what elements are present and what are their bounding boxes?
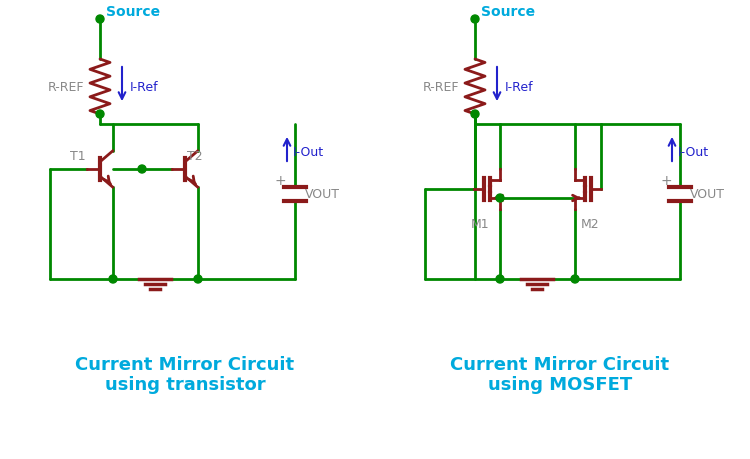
Circle shape [471,111,479,119]
Text: Current Mirror Circuit
using MOSFET: Current Mirror Circuit using MOSFET [451,355,670,393]
Text: I-Ref: I-Ref [505,81,534,94]
Circle shape [138,166,146,174]
Text: Current Mirror Circuit
using transistor: Current Mirror Circuit using transistor [76,355,295,393]
Text: Source: Source [106,5,160,19]
Circle shape [471,16,479,24]
Circle shape [496,275,504,283]
Circle shape [96,111,104,119]
Text: VOUT: VOUT [690,188,725,201]
Text: I-Out: I-Out [293,146,324,159]
Text: I-Ref: I-Ref [130,81,159,94]
Text: R-REF: R-REF [48,81,85,94]
Text: Source: Source [481,5,536,19]
Text: R-REF: R-REF [423,81,460,94]
Text: T2: T2 [187,150,202,162]
Circle shape [109,275,117,283]
Text: M1: M1 [471,218,489,230]
Circle shape [194,275,202,283]
Circle shape [571,275,579,283]
Circle shape [496,195,504,202]
Text: +: + [275,174,286,188]
Circle shape [96,16,104,24]
Text: T1: T1 [70,150,86,162]
Text: I-Out: I-Out [678,146,710,159]
Text: M2: M2 [580,218,599,230]
Text: +: + [660,174,672,188]
Text: VOUT: VOUT [305,188,340,201]
